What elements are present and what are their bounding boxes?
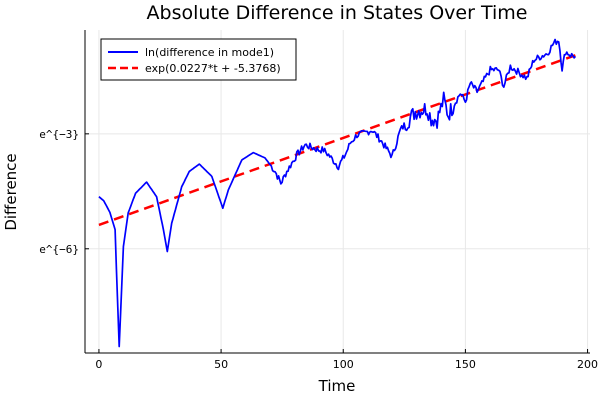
x-ticks: 0 50 100 150 200 [95, 349, 598, 371]
series-difference-line [98, 38, 576, 348]
y-axis-label: Difference [2, 153, 20, 230]
legend-label-difference: ln(difference in mode1) [145, 46, 274, 59]
legend: ln(difference in mode1) exp(0.0227*t + -… [100, 38, 297, 81]
y-ticks: e^{−3} e^{−6} [39, 128, 89, 256]
legend-label-fit: exp(0.0227*t + -5.3768) [145, 62, 281, 75]
x-tick-label: 150 [455, 358, 476, 371]
x-tick-label: 0 [95, 358, 102, 371]
x-tick-label: 50 [214, 358, 228, 371]
chart-title: Absolute Difference in States Over Time [147, 2, 528, 24]
series-fit-line [98, 54, 576, 227]
x-tick-label: 100 [333, 358, 354, 371]
axes [84, 30, 590, 354]
grid [85, 30, 590, 353]
y-tick-label: e^{−3} [39, 128, 79, 141]
x-tick-label: 200 [577, 358, 598, 371]
y-tick-label: e^{−6} [39, 243, 79, 256]
legend-box [100, 38, 297, 81]
x-axis-label: Time [318, 377, 356, 395]
